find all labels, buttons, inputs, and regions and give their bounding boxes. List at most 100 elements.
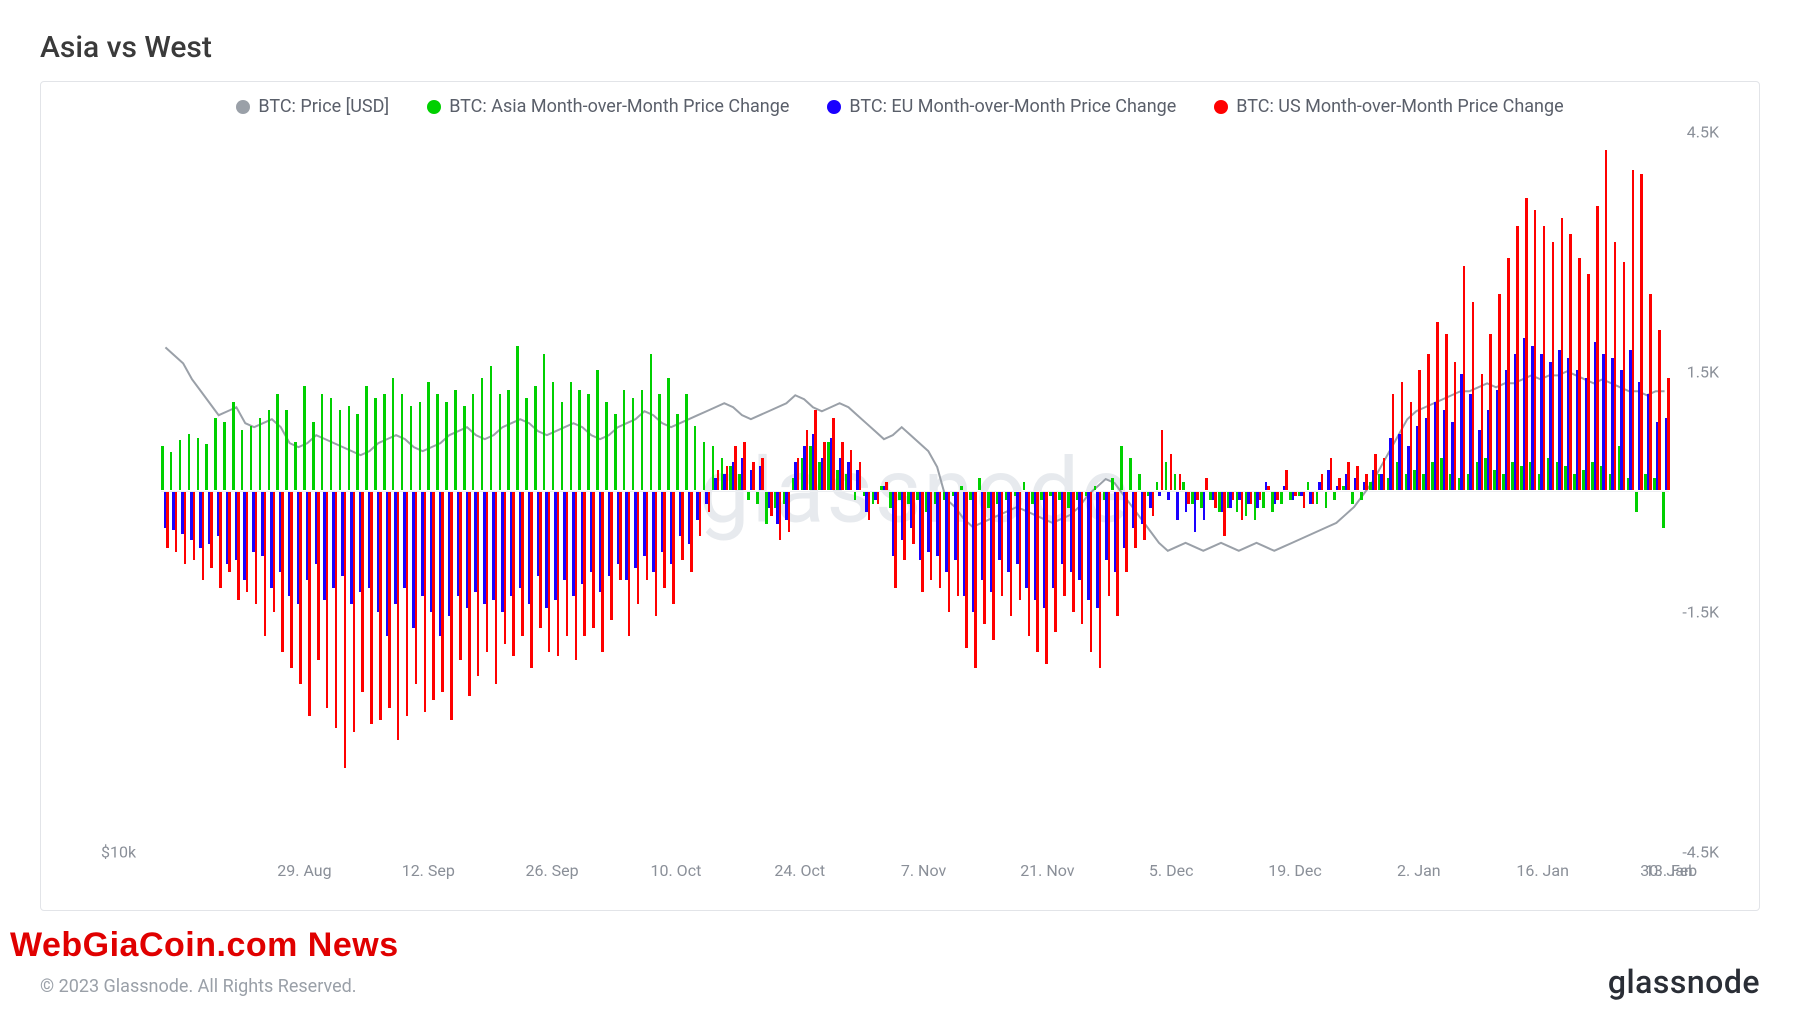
bar-us	[1072, 492, 1075, 612]
bar-us	[1578, 258, 1581, 490]
bar-asia	[276, 394, 279, 490]
bar-us	[1543, 226, 1546, 490]
x-tick: 2. Jan	[1397, 861, 1441, 880]
bar-us	[1108, 492, 1111, 596]
bar-asia	[481, 378, 484, 490]
bar-asia	[490, 366, 493, 490]
bar-us	[770, 492, 773, 516]
bar-us	[1205, 478, 1208, 490]
bar-asia	[658, 394, 661, 490]
bar-us	[965, 492, 968, 648]
bar-us	[1667, 378, 1670, 490]
bar-us	[823, 442, 826, 490]
bar-us	[1374, 454, 1377, 490]
legend-swatch	[236, 100, 250, 114]
bar-asia	[285, 410, 288, 490]
bar-asia	[1262, 492, 1265, 508]
bar-us	[1028, 492, 1031, 636]
bar-asia	[1351, 492, 1354, 504]
bar-asia	[463, 406, 466, 490]
bar-asia	[1316, 492, 1319, 504]
bar-us	[521, 492, 524, 636]
bar-us	[646, 492, 649, 580]
bar-us	[912, 492, 915, 544]
bar-us	[1658, 330, 1661, 490]
bar-us	[1303, 492, 1306, 508]
bar-us	[539, 492, 542, 628]
bar-us	[468, 492, 471, 696]
bar-asia	[303, 386, 306, 490]
bar-us	[726, 466, 729, 490]
x-tick: 13. Feb	[1645, 861, 1697, 880]
bar-asia	[241, 430, 244, 490]
bar-asia	[1094, 486, 1097, 490]
bar-asia	[321, 394, 324, 490]
bar-us	[184, 492, 187, 564]
y-left-tick: $10k	[101, 843, 136, 862]
bar-us	[1472, 302, 1475, 490]
bar-asia	[596, 370, 599, 490]
bar-asia	[268, 410, 271, 490]
legend-item: BTC: Price [USD]	[236, 96, 389, 117]
bar-us	[1312, 492, 1315, 504]
bar-us	[1294, 492, 1297, 496]
bar-us	[1241, 492, 1244, 520]
legend-item: BTC: EU Month-over-Month Price Change	[827, 96, 1176, 117]
bar-us	[1418, 370, 1421, 490]
bar-us	[1081, 492, 1084, 624]
bar-us	[1507, 258, 1510, 490]
bar-eu	[1158, 492, 1161, 496]
bar-us	[779, 492, 782, 540]
bar-asia	[214, 418, 217, 490]
x-tick: 26. Sep	[526, 861, 579, 880]
bar-us	[806, 430, 809, 490]
bar-us	[397, 492, 400, 740]
bar-asia	[339, 410, 342, 490]
bar-asia	[454, 390, 457, 490]
bar-us	[1267, 486, 1270, 490]
bar-asia	[1325, 492, 1328, 508]
bar-us	[175, 492, 178, 552]
bar-asia	[1156, 482, 1159, 490]
bar-asia	[756, 492, 759, 504]
bar-us	[1099, 492, 1102, 668]
bar-asia	[223, 422, 226, 490]
bar-us	[486, 492, 489, 652]
bar-us	[1250, 492, 1253, 504]
bar-asia	[348, 406, 351, 490]
bar-eu	[1176, 492, 1179, 520]
x-tick: 29. Aug	[277, 861, 331, 880]
bar-us	[1090, 492, 1093, 652]
x-tick: 5. Dec	[1149, 861, 1194, 880]
bar-asia	[436, 394, 439, 490]
bar-us	[1232, 492, 1235, 500]
bar-us	[1338, 478, 1341, 490]
bar-asia	[205, 444, 208, 490]
bar-asia	[383, 394, 386, 490]
bar-asia	[259, 418, 262, 490]
legend-label: BTC: Price [USD]	[258, 96, 389, 117]
bar-us	[868, 492, 871, 520]
bar-asia	[650, 354, 653, 490]
bar-us	[1259, 492, 1262, 500]
bar-asia	[197, 438, 200, 490]
bar-us	[974, 492, 977, 668]
bar-us	[326, 492, 329, 708]
bar-us	[1534, 210, 1537, 490]
bar-us	[1436, 322, 1439, 490]
bar-us	[1010, 492, 1013, 616]
bar-asia	[188, 434, 191, 490]
bar-asia	[1023, 482, 1026, 490]
bar-asia	[676, 414, 679, 490]
bar-us	[663, 492, 666, 588]
bar-us	[1143, 492, 1146, 540]
bar-us	[885, 482, 888, 490]
bar-us	[548, 492, 551, 652]
bar-us	[1001, 492, 1004, 596]
bar-us	[992, 492, 995, 640]
bar-us	[1161, 430, 1164, 490]
chart-title: Asia vs West	[40, 30, 1760, 65]
bar-asia	[445, 402, 448, 490]
bar-us	[610, 492, 613, 620]
bar-us	[592, 492, 595, 628]
